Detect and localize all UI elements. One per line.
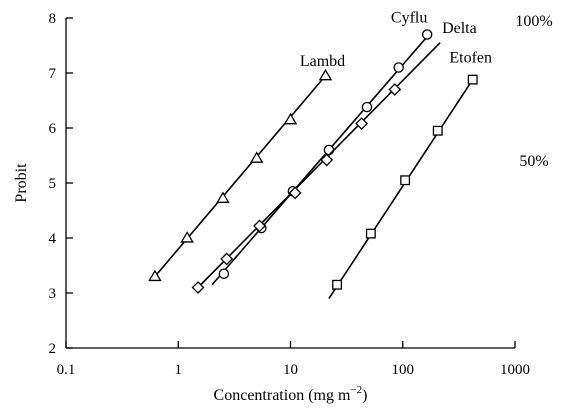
y-tick-label: 2 <box>49 341 57 357</box>
y-tick-label: 4 <box>49 231 57 247</box>
x-axis: 0.1 1 10 100 1000 <box>57 341 530 378</box>
x-tick-label: 100 <box>392 362 415 378</box>
data-point-triangle <box>249 151 264 163</box>
fit-line-lambd <box>154 75 327 278</box>
data-point-triangle <box>318 68 333 81</box>
data-point-circle <box>393 62 404 73</box>
series-cyflu: Cyflu <box>211 10 433 286</box>
percent-annotation: 100% <box>515 13 552 30</box>
y-tick-label: 5 <box>49 176 57 192</box>
data-point-triangle <box>180 231 194 243</box>
y-tick-label: 7 <box>49 66 57 82</box>
series: Lambd Cyflu Delta Etofen <box>148 10 492 299</box>
data-point-diamond <box>191 281 205 294</box>
x-tick-label: 1000 <box>500 362 530 378</box>
series-label-cyflu: Cyflu <box>391 10 427 27</box>
x-axis-title: Concentration (mg m−2) <box>214 384 368 404</box>
data-point-triangle <box>148 269 162 282</box>
data-point-triangle <box>216 191 230 203</box>
y-tick-label: 6 <box>49 121 57 137</box>
series-label-delta: Delta <box>442 20 477 37</box>
series-delta: Delta <box>191 20 477 294</box>
data-point-circle <box>421 29 433 40</box>
data-point-square <box>400 175 411 186</box>
data-point-diamond <box>253 219 266 233</box>
data-point-square <box>467 74 478 85</box>
data-point-circle <box>218 268 230 279</box>
x-axis-title-close: ) <box>362 387 367 404</box>
data-point-diamond <box>388 83 402 96</box>
x-tick-label: 1 <box>175 362 183 378</box>
y-tick-label: 8 <box>49 11 57 27</box>
data-point-triangle <box>283 112 298 125</box>
annotations: 100% 50% <box>515 13 552 170</box>
y-axis-title: Probit <box>13 163 30 203</box>
x-axis-title-superscript: −2 <box>350 384 362 396</box>
data-point-circle <box>323 144 335 156</box>
plot-area: 2 3 4 5 6 7 8 0.1 1 10 100 1000 100% 50% Lambd Cyflu… <box>49 10 553 379</box>
x-tick-label: 0.1 <box>57 362 76 378</box>
data-point-square <box>432 125 443 136</box>
data-point-diamond <box>355 117 369 131</box>
series-etofen: Etofen <box>328 50 492 299</box>
x-axis-title-main: Concentration (mg m <box>214 387 351 404</box>
series-lambd: Lambd <box>148 53 345 282</box>
fit-line-delta <box>197 42 441 289</box>
data-point-circle <box>361 101 373 113</box>
data-point-diamond <box>220 252 234 266</box>
fit-line-cyflu <box>211 31 433 286</box>
data-point-diamond <box>288 186 302 200</box>
series-label-lambd: Lambd <box>300 53 345 70</box>
series-label-etofen: Etofen <box>449 50 492 67</box>
data-point-square <box>332 279 343 290</box>
fit-line-etofen <box>328 79 474 299</box>
data-point-square <box>365 228 376 239</box>
y-tick-label: 3 <box>49 286 57 302</box>
percent-annotation: 50% <box>519 153 548 170</box>
data-point-diamond <box>320 153 334 167</box>
y-axis: 2 3 4 5 6 7 8 <box>49 11 73 357</box>
x-tick-label: 10 <box>283 362 298 378</box>
